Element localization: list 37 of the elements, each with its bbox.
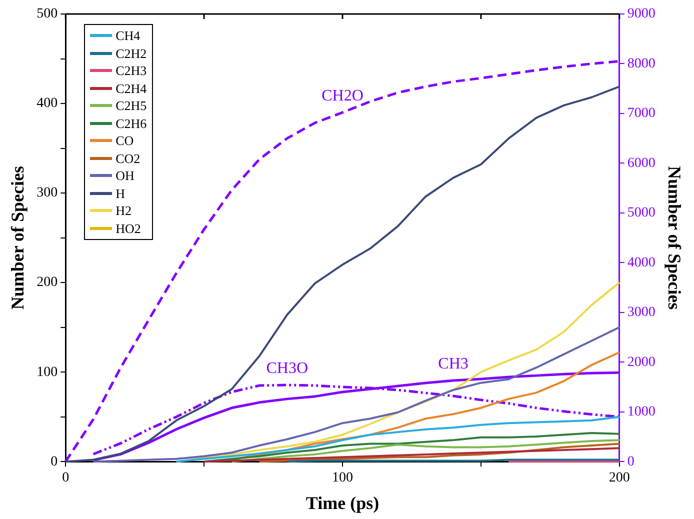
y2-tick-label: 3000 — [627, 305, 656, 320]
y2-tick-label: 6000 — [627, 156, 656, 171]
y-tick-label: 0 — [50, 454, 58, 470]
legend-label: CO2 — [116, 150, 140, 167]
legend-label: C2H3 — [116, 62, 147, 80]
y-tick-label: 100 — [36, 364, 58, 380]
x-tick-label: 100 — [332, 470, 353, 486]
y2-tick-label: 4000 — [627, 255, 656, 270]
series-label: CH2O — [322, 88, 364, 105]
y-tick-label: 300 — [36, 186, 58, 201]
legend-label: H — [116, 184, 125, 202]
legend-label: C2H6 — [116, 114, 147, 132]
y2-tick-label: 8000 — [627, 56, 656, 72]
y-tick-label: 500 — [36, 6, 58, 22]
legend-label: CO — [116, 132, 134, 150]
legend-label: H2 — [116, 202, 132, 220]
x-axis-title: Time (ps) — [306, 492, 380, 513]
legend-label: C2H5 — [116, 97, 147, 114]
y2-tick-label: 7000 — [627, 106, 656, 122]
legend-label: C2H2 — [116, 44, 147, 62]
x-tick-label: 0 — [62, 470, 70, 486]
x-tick-label: 200 — [608, 470, 630, 486]
y-tick-label: 200 — [36, 275, 58, 290]
y2-axis-title: Number of Species — [664, 166, 685, 310]
series-label: CH3O — [266, 360, 308, 378]
legend-label: C2H4 — [116, 80, 147, 97]
y2-tick-label: 2000 — [627, 354, 656, 370]
y2-tick-label: 1000 — [627, 404, 656, 420]
series-label: CH3 — [438, 356, 468, 373]
y2-tick-label: 9000 — [627, 6, 656, 22]
y-axis-title: Number of Species — [7, 166, 28, 310]
y2-tick-label: 0 — [627, 454, 634, 470]
y-tick-label: 400 — [36, 96, 58, 112]
legend-label: HO2 — [116, 220, 141, 237]
legend-label: OH — [116, 167, 134, 184]
y2-tick-label: 5000 — [627, 206, 656, 221]
legend-label: CH4 — [116, 27, 140, 44]
